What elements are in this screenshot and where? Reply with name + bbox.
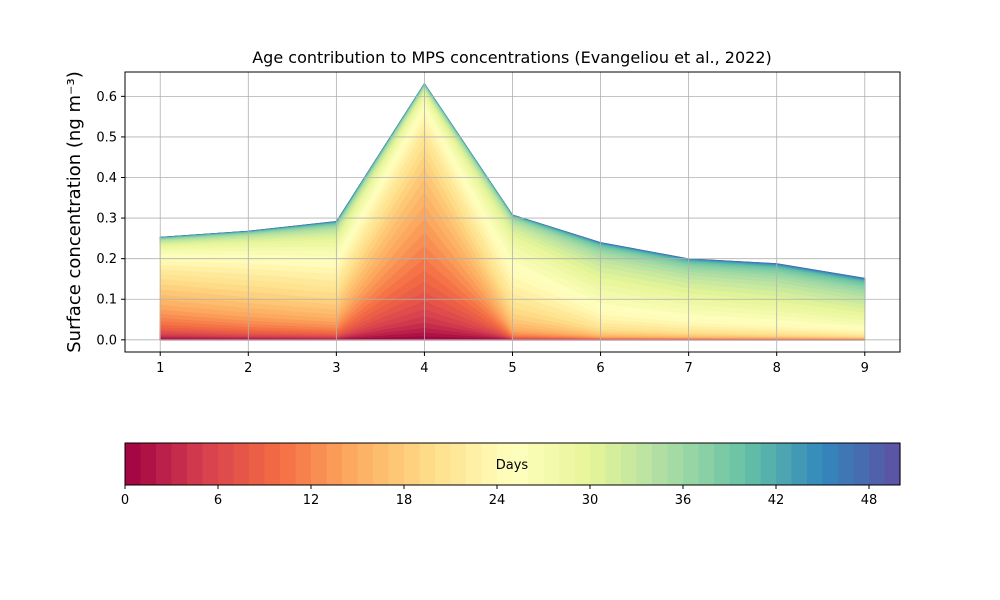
x-tick-label: 1 (156, 361, 164, 376)
colorbar-segment (326, 443, 343, 485)
plot-area: 1 2 3 4 5 6 7 8 9 0.0 0.1 0.2 0.3 0.4 0.5 0.6 (96, 71, 901, 376)
chart-title: Age contribution to MPS concentrations (… (252, 48, 772, 67)
y-axis-label: Surface concentration (ng m⁻³) (64, 71, 85, 353)
colorbar-segment (698, 443, 715, 485)
grid (125, 72, 900, 352)
y-tick-label: 0.4 (96, 171, 117, 186)
colorbar-segment (450, 443, 467, 485)
colorbar-segment (202, 443, 219, 485)
x-tick-label: 3 (332, 361, 340, 376)
colorbar-segment (466, 443, 483, 485)
colorbar-segment (884, 443, 901, 485)
colorbar-segment (125, 443, 142, 485)
colorbar-segment (652, 443, 669, 485)
colorbar-segment (791, 443, 808, 485)
colorbar-segment (373, 443, 390, 485)
colorbar-tick-label: 18 (396, 493, 413, 508)
colorbar-segment (249, 443, 266, 485)
colorbar-segment (435, 443, 452, 485)
x-axis: 1 2 3 4 5 6 7 8 9 (156, 352, 869, 376)
x-tick-label: 2 (244, 361, 252, 376)
colorbar-segment (404, 443, 421, 485)
colorbar-tick-label: 6 (214, 493, 222, 508)
colorbar-segment (636, 443, 653, 485)
colorbar-segment (559, 443, 576, 485)
colorbar-segment (590, 443, 607, 485)
colorbar-segment (311, 443, 328, 485)
y-tick-label: 0.6 (96, 90, 117, 105)
colorbar-segment (512, 443, 529, 485)
colorbar-segment (667, 443, 684, 485)
colorbar-segment (745, 443, 762, 485)
colorbar-segment (280, 443, 297, 485)
colorbar-segment (187, 443, 204, 485)
colorbar: Days 0 6 12 18 24 30 36 42 48 (121, 442, 901, 508)
colorbar-segment (233, 443, 250, 485)
colorbar-tick-label: 0 (121, 493, 129, 508)
colorbar-segment (295, 443, 312, 485)
x-tick-label: 8 (773, 361, 781, 376)
colorbar-tick-label: 12 (303, 493, 320, 508)
y-tick-label: 0.3 (96, 212, 117, 227)
colorbar-tick-label: 48 (861, 493, 878, 508)
colorbar-segment (140, 443, 157, 485)
colorbar-segment (218, 443, 235, 485)
colorbar-segment (714, 443, 731, 485)
colorbar-segment (683, 443, 700, 485)
colorbar-segment (528, 443, 545, 485)
colorbar-segment (543, 443, 560, 485)
colorbar-segment (481, 443, 498, 485)
y-axis: 0.0 0.1 0.2 0.3 0.4 0.5 0.6 (96, 90, 125, 348)
colorbar-tick-label: 24 (489, 493, 506, 508)
colorbar-segment (869, 443, 886, 485)
colorbar-segment (729, 443, 746, 485)
colorbar-segment (853, 443, 870, 485)
colorbar-segment (342, 443, 359, 485)
colorbar-segment (574, 443, 591, 485)
x-tick-label: 5 (508, 361, 516, 376)
y-tick-label: 0.5 (96, 130, 117, 145)
colorbar-segment (171, 443, 188, 485)
colorbar-segment (776, 443, 793, 485)
colorbar-segment (156, 443, 173, 485)
colorbar-tick-label: 42 (768, 493, 785, 508)
colorbar-segment (419, 443, 436, 485)
colorbar-label: Days (496, 458, 529, 473)
colorbar-segment (357, 443, 374, 485)
colorbar-tick-label: 36 (675, 493, 692, 508)
x-tick-label: 6 (596, 361, 604, 376)
x-tick-label: 9 (861, 361, 869, 376)
colorbar-segment (838, 443, 855, 485)
y-tick-label: 0.1 (96, 293, 117, 308)
colorbar-segment (807, 443, 824, 485)
colorbar-frame (124, 442, 901, 486)
y-tick-label: 0.0 (96, 333, 117, 348)
colorbar-segment (605, 443, 622, 485)
colorbar-segment (388, 443, 405, 485)
colorbar-segment (264, 443, 281, 485)
colorbar-segment (497, 443, 514, 485)
colorbar-tick-label: 30 (582, 493, 599, 508)
colorbar-segment (760, 443, 777, 485)
y-axis-label-group: Surface concentration (ng m⁻³) (64, 71, 85, 353)
colorbar-segment (621, 443, 638, 485)
y-tick-label: 0.2 (96, 252, 117, 267)
x-tick-label: 7 (684, 361, 692, 376)
x-tick-label: 4 (420, 361, 428, 376)
colorbar-segment (822, 443, 839, 485)
